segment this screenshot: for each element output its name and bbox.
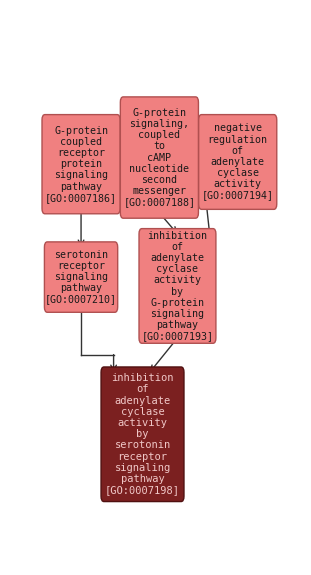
FancyBboxPatch shape bbox=[120, 97, 198, 218]
Text: inhibition
of
adenylate
cyclase
activity
by
serotonin
receptor
signaling
pathway: inhibition of adenylate cyclase activity… bbox=[105, 373, 180, 495]
FancyBboxPatch shape bbox=[199, 114, 277, 209]
Text: serotonin
receptor
signaling
pathway
[GO:0007210]: serotonin receptor signaling pathway [GO… bbox=[45, 250, 117, 305]
FancyBboxPatch shape bbox=[42, 114, 120, 214]
FancyBboxPatch shape bbox=[44, 242, 118, 312]
Text: negative
regulation
of
adenylate
cyclase
activity
[GO:0007194]: negative regulation of adenylate cyclase… bbox=[202, 124, 274, 201]
FancyBboxPatch shape bbox=[139, 229, 216, 343]
Text: G-protein
coupled
receptor
protein
signaling
pathway
[GO:0007186]: G-protein coupled receptor protein signa… bbox=[45, 125, 117, 203]
Text: G-protein
signaling,
coupled
to
cAMP
nucleotide
second
messenger
[GO:0007188]: G-protein signaling, coupled to cAMP nuc… bbox=[123, 108, 195, 208]
FancyBboxPatch shape bbox=[101, 367, 184, 501]
Text: inhibition
of
adenylate
cyclase
activity
by
G-protein
signaling
pathway
[GO:0007: inhibition of adenylate cyclase activity… bbox=[142, 231, 213, 342]
